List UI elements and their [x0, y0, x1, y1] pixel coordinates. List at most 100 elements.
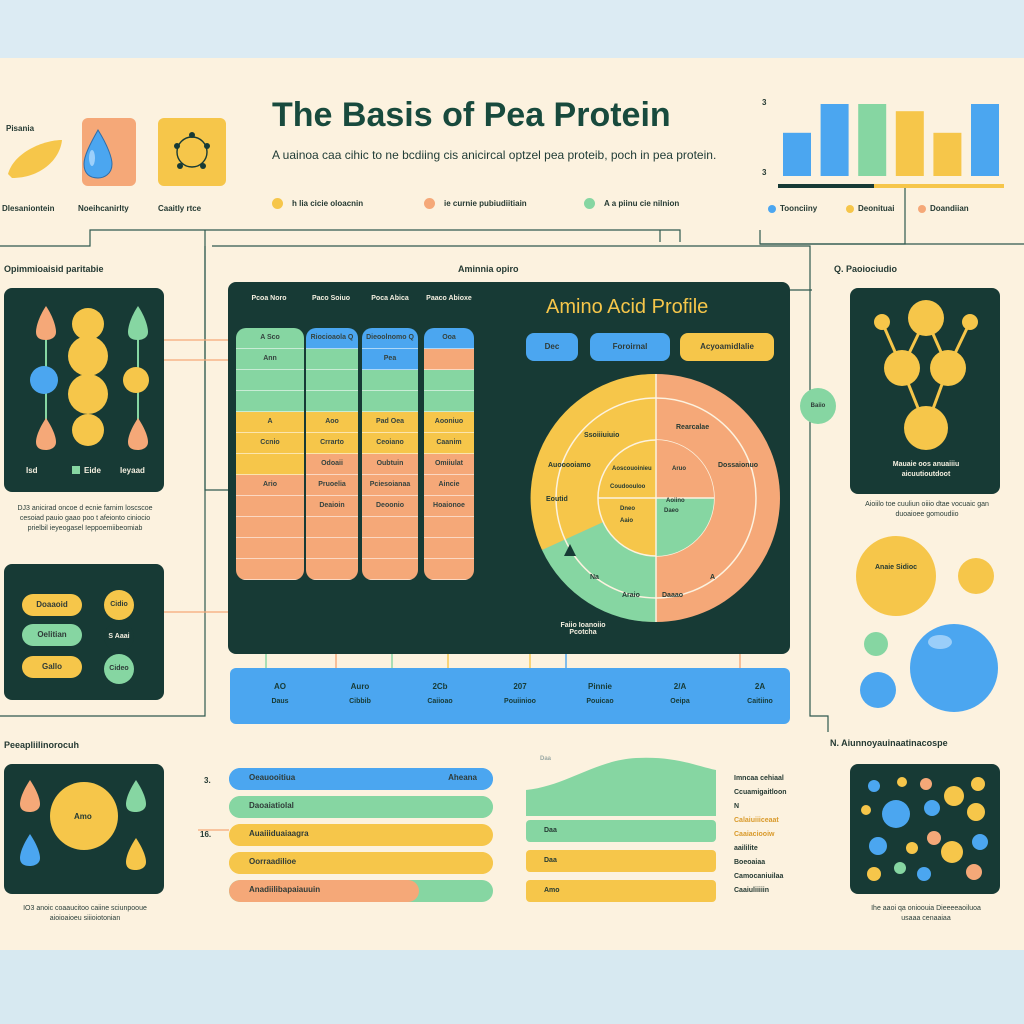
table-cell [236, 391, 304, 412]
table-cell: Crrarto [306, 433, 358, 454]
tag-1[interactable]: Dec [526, 333, 578, 361]
table-cell [424, 349, 474, 370]
mini-chart-tick-top: 3 [762, 98, 767, 107]
donut-bottom-1: Araio [622, 592, 640, 599]
bubble-label: Anaie Sidioc [874, 564, 917, 571]
donut-inner-5: Dneo [620, 506, 635, 512]
right-panel-caption: Mauaie oos anuaiiiu aicuutioutdoot [892, 461, 960, 478]
table-cell [306, 517, 358, 538]
particles-icon [861, 777, 988, 881]
table-cell: Ann [236, 349, 304, 370]
bottom-left-panel: Amo [4, 764, 164, 894]
table-cell [236, 538, 304, 559]
table-cell [236, 370, 304, 391]
table-cell: A Sco [236, 328, 304, 349]
left-legend-3: Ieyaad [120, 466, 145, 475]
mini-legend-dot-1 [768, 205, 776, 213]
molecule-panel-left: Isd Eide Ieyaad [4, 288, 164, 492]
donut-inner-7: Aaio [620, 518, 634, 524]
table-cell: Hoaionoe [424, 496, 474, 517]
donut-outer-1: Ssoiiiuiuio [584, 432, 620, 439]
page-title: The Basis of Pea Protein [272, 96, 671, 134]
left-panel-caption: DJ3 anicirad oncoe d ecnie farnim loscsc… [17, 505, 153, 532]
icon-caption-3: Caaitly rtce [158, 204, 202, 213]
table-header-3: Poca Abica [362, 292, 418, 320]
table-cell [362, 538, 418, 559]
mini-bar-chart [778, 104, 1004, 188]
tag-3[interactable]: Acyoamidlalie [680, 333, 774, 361]
band-label: Cibbib [349, 698, 371, 705]
table-cell [424, 391, 474, 412]
bottom-bar-label: Oeauooitiua [249, 773, 296, 782]
legend-dot-orange [424, 198, 435, 209]
table-cell [236, 454, 304, 475]
table-cell: Deoonio [362, 496, 418, 517]
bottom-band [0, 950, 1024, 1024]
mini-chart-bar [895, 111, 924, 176]
table-header-2: Paco Soiuo [306, 292, 356, 320]
left-pill-2: Oelitian [22, 624, 82, 646]
icon-caption-1: Dlesaniontein [2, 204, 55, 213]
bottom-chart-notes: Imncaa cehiaal Ccuamigaitloon N Calaiuiiice… [734, 772, 824, 898]
bottom-bar-label: Auaiiiduaiaagra [249, 829, 309, 838]
bottom-bar-fill [229, 768, 493, 790]
table-cell: Deaioin [306, 496, 358, 517]
left-dot-2: S Aaai [104, 622, 134, 652]
bottom-bar-fill [229, 796, 493, 818]
table-cell: Aincie [424, 475, 474, 496]
band-value: 2Cb [432, 682, 448, 691]
bottom-chart-note: Imncaa cehiaal [734, 775, 784, 782]
table-cell [362, 391, 418, 412]
table-cell: Aooniuo [424, 412, 474, 433]
bottom-chart-bar-label: Daa [544, 857, 557, 864]
table-cell [424, 559, 474, 580]
table-cell [306, 538, 358, 559]
band-label: Pouiinioo [504, 698, 536, 705]
table-cell [236, 496, 304, 517]
water-drop-icon [83, 129, 113, 179]
mini-chart-axis [778, 184, 874, 188]
table-cell: Caanim [424, 433, 474, 454]
bar-marker-b: 16. [200, 830, 212, 839]
donut-inner-2: Aruo [672, 466, 686, 472]
bottom-chart-note: Boeoaiaa [734, 859, 766, 866]
donut-outer-6: Na [590, 574, 599, 581]
bottom-chart-bar: Daa [526, 820, 716, 842]
mini-legend-2: Deonituai [858, 204, 895, 213]
left-pill-3: Gallo [22, 656, 82, 678]
bottom-bar: Oeauooitiua Aheana [229, 768, 493, 790]
mini-chart-bar [783, 132, 811, 176]
table-cell [362, 370, 418, 391]
right-bottom-title: N. Aiunnoyauinaatinacospe [830, 738, 948, 748]
table-cell: Pciesoianaa [362, 475, 418, 496]
mini-chart-bar [820, 104, 849, 176]
bottom-chart-bar-label: Daa [544, 827, 557, 834]
donut-outer-5: Eoutid [546, 496, 568, 503]
left-legend-swatch [72, 466, 80, 474]
ring-tile [158, 118, 226, 186]
amino-donut-chart [530, 373, 780, 623]
table-column-1: A Sco Ann A Ccnio Ario [236, 328, 304, 580]
donut-outer-3: Auooooiamo [548, 462, 591, 469]
table-cell: Pea [362, 349, 418, 370]
top-legend-2: ie curnie pubiudiitiain [444, 199, 527, 208]
mini-chart-tick-bottom: 3 [762, 168, 767, 177]
table-cell: Omiiulat [424, 454, 474, 475]
table-cell [306, 349, 358, 370]
table-cell: Ccnio [236, 433, 304, 454]
legend-dot-yellow [272, 198, 283, 209]
bottom-chart-axis-label: Daa [540, 756, 552, 762]
bottom-bar-fill [229, 880, 420, 902]
right-caption: Aioiilo toe cuuliun oiiio dtae vocuaic g… [865, 501, 989, 518]
mini-legend-1: Toonciiny [780, 204, 818, 213]
bottom-chart-note: Calaiuiiiceaat [734, 817, 779, 824]
table-cell: Dieoolnomo Q [362, 328, 418, 349]
donut-inner-6: Daeo [664, 508, 679, 514]
center-section-label: Aminnia opiro [458, 264, 519, 274]
left-pill-1: Doaaoid [22, 594, 82, 616]
tag-2[interactable]: Foroirnal [590, 333, 670, 361]
table-cell [306, 370, 358, 391]
left-dot-3: Cideo [104, 654, 134, 684]
table-cell [424, 370, 474, 391]
right-bottom-caption: Ihe aaoi qa onioouia Dieeeeaoiluoa usaaa… [871, 905, 981, 922]
